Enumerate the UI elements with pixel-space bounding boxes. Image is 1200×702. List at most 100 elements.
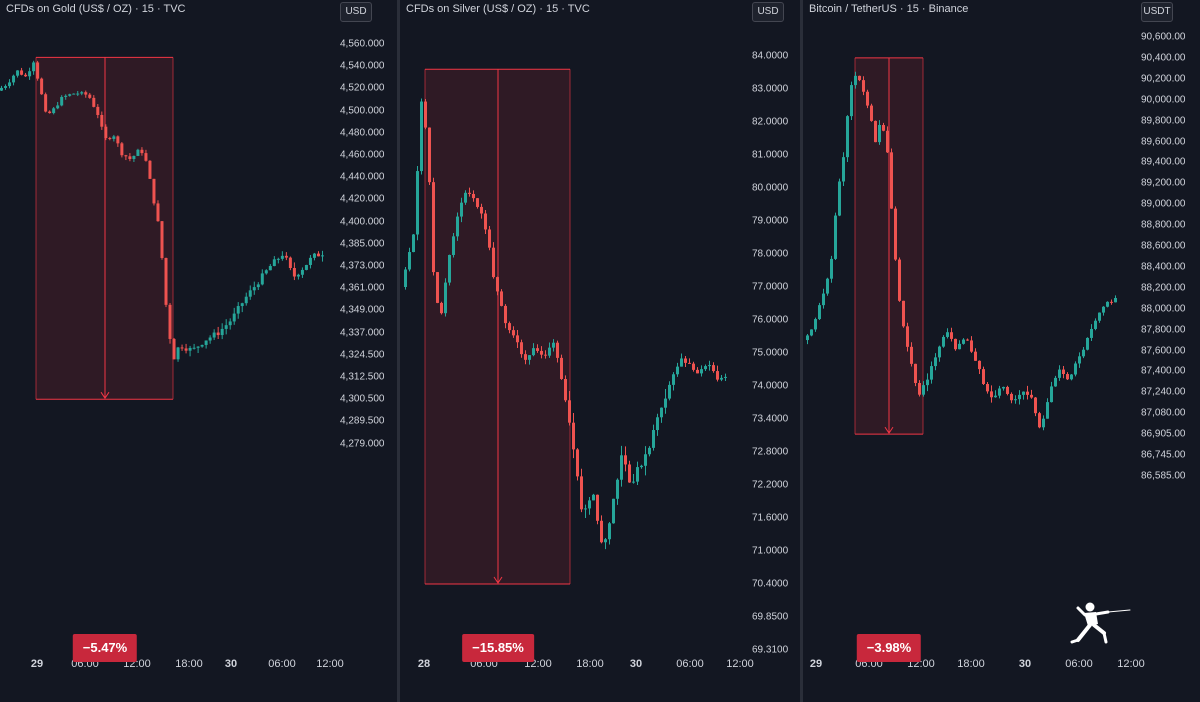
candle (1110, 299, 1113, 305)
price-plot (806, 57, 1117, 435)
candle (668, 381, 671, 401)
panel-divider[interactable] (397, 0, 400, 702)
candle (862, 76, 865, 96)
candle (280, 251, 284, 261)
candle (512, 326, 515, 338)
candle (496, 276, 499, 296)
silver-chart-panel[interactable]: CFDs on Silver (US$ / OZ) · 15 · TVC USD 8… (400, 0, 800, 702)
candle (1034, 396, 1037, 417)
candle (484, 209, 487, 235)
candle (826, 277, 829, 296)
candle (1042, 415, 1045, 431)
candle (910, 342, 913, 367)
candle (268, 264, 272, 271)
candle (612, 498, 615, 524)
candle (508, 321, 511, 334)
measure-percent-badge: −3.98% (856, 634, 922, 662)
currency-button[interactable]: USD (340, 2, 372, 22)
candle (922, 381, 925, 397)
price-tick-label: 4,560.000 (340, 38, 385, 50)
candle (192, 343, 196, 350)
candle (652, 424, 655, 451)
candle (998, 385, 1001, 399)
price-tick-label: 87,240.00 (1141, 386, 1186, 398)
candle (624, 446, 627, 472)
candle (1074, 361, 1077, 377)
candle (32, 60, 36, 75)
chart-title: CFDs on Silver (US$ / OZ) · 15 · TVC (406, 3, 590, 15)
candle (632, 473, 635, 484)
time-tick-label: 06:00 (1065, 658, 1093, 670)
time-tick-label: 18:00 (175, 658, 203, 670)
chart-title: Bitcoin / TetherUS · 15 · Binance (809, 3, 969, 15)
candle (636, 461, 639, 486)
candle (564, 375, 567, 403)
time-tick-label: 29 (30, 658, 44, 670)
candle (424, 99, 427, 130)
candle (300, 267, 304, 278)
candle (104, 124, 108, 141)
candle (544, 350, 547, 359)
candle (156, 200, 160, 222)
candle (882, 122, 885, 132)
candle (684, 355, 687, 368)
candle (914, 363, 917, 387)
panel-divider[interactable] (800, 0, 803, 702)
price-tick-label: 76.0000 (752, 314, 789, 326)
candle (532, 343, 535, 357)
candle (986, 382, 989, 394)
candle (320, 250, 324, 262)
candle (252, 281, 256, 295)
price-tick-label: 4,420.000 (340, 193, 385, 205)
candle (308, 255, 312, 269)
candle (68, 93, 72, 97)
price-tick-label: 86,745.00 (1141, 449, 1186, 461)
candle (140, 147, 144, 156)
candle (480, 203, 483, 219)
candle (556, 340, 559, 363)
candle (576, 448, 579, 481)
price-tick-label: 74.0000 (752, 380, 789, 392)
candle (1006, 385, 1009, 396)
candle (404, 266, 407, 290)
gold-chart-panel[interactable]: CFDs on Gold (US$ / OZ) · 15 · TVC USD 4,5… (0, 0, 397, 702)
price-tick-label: 72.2000 (752, 479, 789, 491)
candle (72, 93, 76, 95)
candle (232, 307, 236, 325)
candle (160, 220, 164, 260)
time-tick-label: 12:00 (316, 658, 344, 670)
candle (942, 335, 945, 348)
candle (946, 328, 949, 339)
price-tick-label: 88,000.00 (1141, 303, 1186, 315)
price-tick-label: 4,300.500 (340, 393, 385, 405)
time-tick-label: 18:00 (576, 658, 604, 670)
candle (536, 344, 539, 353)
candle (660, 407, 663, 423)
price-tick-label: 4,540.000 (340, 60, 385, 72)
candle (866, 89, 869, 109)
candle (248, 285, 252, 300)
candle (830, 255, 833, 283)
currency-button[interactable]: USD (752, 2, 784, 22)
candle (918, 380, 921, 397)
time-tick-label: 29 (809, 658, 823, 670)
price-tick-label: 86,905.00 (1141, 428, 1186, 440)
candle (468, 187, 471, 197)
candle (676, 362, 679, 377)
candle (1094, 318, 1097, 331)
bitcoin-chart-panel[interactable]: Bitcoin / TetherUS · 15 · Binance USDT 90,… (803, 0, 1200, 702)
currency-button[interactable]: USDT (1141, 2, 1173, 22)
candle (440, 301, 443, 315)
candle (1082, 347, 1085, 359)
candle (224, 319, 228, 335)
candle (100, 111, 104, 130)
candle (906, 322, 909, 352)
candle (902, 300, 905, 328)
measure-percent-badge: −5.47% (72, 634, 138, 662)
candle (272, 256, 276, 267)
candle (818, 302, 821, 320)
candle (516, 329, 519, 348)
candle (616, 478, 619, 505)
fencer-icon (1070, 602, 1131, 644)
price-tick-label: 89,200.00 (1141, 177, 1186, 189)
